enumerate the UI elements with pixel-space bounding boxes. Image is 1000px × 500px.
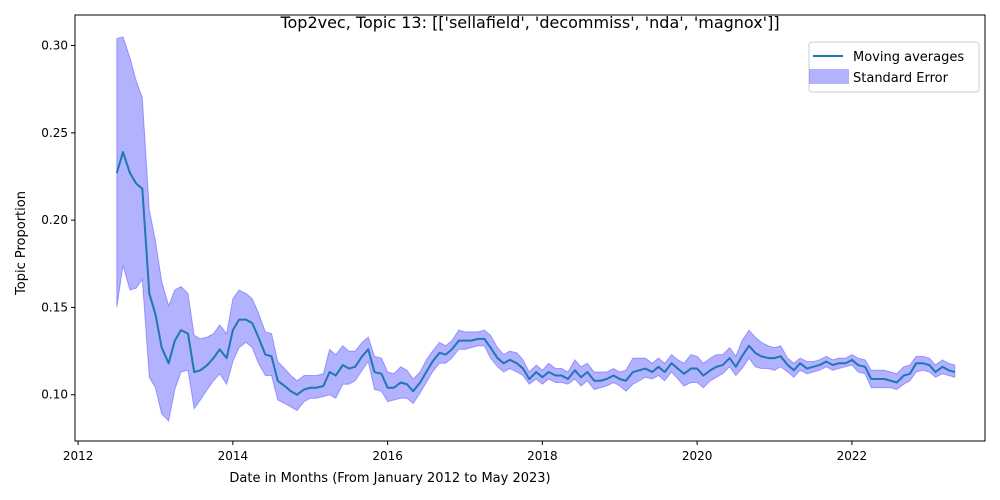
legend: Moving averages Standard Error <box>808 41 980 93</box>
chart-title: Top2vec, Topic 13: [['sellafield', 'deco… <box>279 13 779 32</box>
x-tick-label: 2014 <box>218 449 249 463</box>
x-tick-label: 2016 <box>372 449 403 463</box>
moving-average-series <box>115 151 956 396</box>
legend-line-label: Moving averages <box>853 50 964 65</box>
x-tick-label: 2020 <box>682 449 713 463</box>
y-tick-label: 0.15 <box>41 300 68 314</box>
y-tick-label: 0.10 <box>41 388 68 402</box>
standard-error-band <box>116 36 956 422</box>
x-axis-label: Date in Months (From January 2012 to May… <box>229 471 550 486</box>
standard-error-area <box>116 36 956 422</box>
x-axis-ticks: 2012 2014 2016 2018 2020 2022 <box>63 441 867 463</box>
y-tick-label: 0.25 <box>41 126 68 140</box>
y-axis-label: Topic Proportion <box>14 191 29 296</box>
x-tick-label: 2022 <box>837 449 868 463</box>
legend-band-swatch <box>809 69 849 84</box>
plot-frame <box>74 14 986 442</box>
y-tick-label: 0.20 <box>41 213 68 227</box>
y-tick-label: 0.30 <box>41 39 68 53</box>
legend-band-label: Standard Error <box>853 71 949 86</box>
x-tick-label: 2018 <box>527 449 558 463</box>
legend-box <box>808 41 980 93</box>
y-axis-ticks: 0.10 0.15 0.20 0.25 0.30 <box>41 39 75 402</box>
moving-average-line <box>115 151 956 396</box>
x-tick-label: 2012 <box>63 449 94 463</box>
